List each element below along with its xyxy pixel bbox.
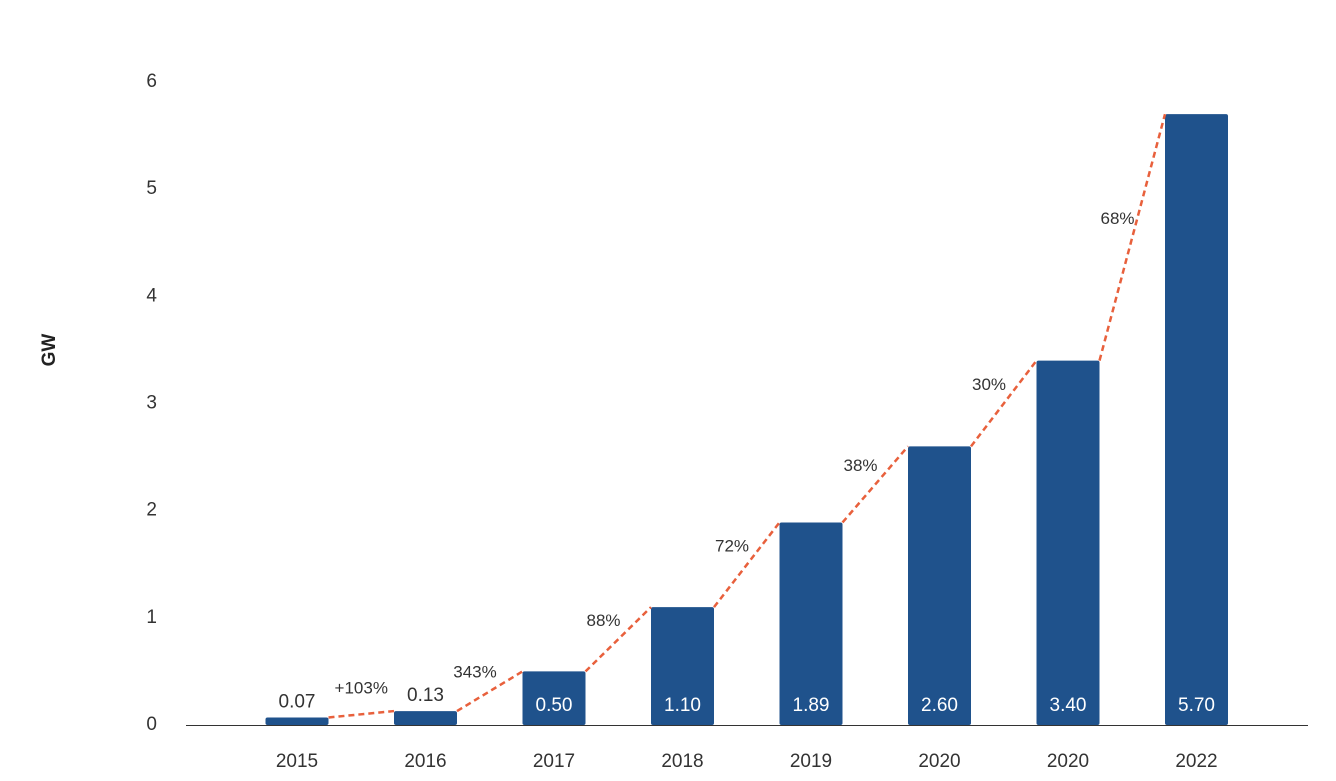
y-tick-label: 2 — [146, 500, 157, 521]
bar — [1165, 114, 1228, 725]
value-labels: 0.07 0.13 0.50 1.10 1.89 2.60 3.40 5.70 — [279, 685, 1215, 716]
bar — [394, 711, 457, 725]
value-label: 0.13 — [407, 685, 444, 706]
value-label: 0.50 — [536, 695, 573, 716]
value-label: 1.10 — [664, 695, 701, 716]
growth-line-segment — [1098, 113, 1167, 361]
growth-label: 68% — [1100, 209, 1134, 228]
x-axis-ticks: 2015 2016 2017 2018 2019 2020 2020 2022 — [276, 751, 1218, 772]
y-tick-label: 1 — [146, 607, 157, 628]
value-label: 3.40 — [1050, 695, 1087, 716]
growth-label: 38% — [843, 456, 877, 475]
value-label: 0.07 — [279, 692, 316, 713]
x-tick-label: 2022 — [1175, 751, 1217, 772]
y-tick-label: 6 — [146, 71, 157, 92]
value-label: 1.89 — [793, 695, 830, 716]
y-tick-label: 4 — [146, 285, 157, 306]
y-axis-title-group: GW — [39, 334, 60, 367]
growth-label: +103% — [335, 679, 388, 698]
x-tick-label: 2018 — [661, 751, 703, 772]
bar — [522, 671, 586, 725]
growth-label: 30% — [972, 375, 1006, 394]
x-tick-label: 2017 — [533, 751, 575, 772]
growth-line-segment — [584, 606, 652, 673]
y-tick-label: 5 — [146, 178, 157, 199]
growth-line-segment — [328, 709, 395, 719]
value-label: 5.70 — [1178, 695, 1215, 716]
growth-line-segment — [456, 670, 524, 713]
value-label: 2.60 — [921, 695, 958, 716]
growth-line-segment — [841, 445, 909, 524]
growth-line — [328, 113, 1167, 719]
bar — [779, 522, 843, 725]
growth-label: 72% — [715, 536, 749, 555]
growth-label: 88% — [586, 611, 620, 630]
bars — [265, 114, 1228, 725]
x-tick-label: 2015 — [276, 751, 318, 772]
x-tick-label: 2020 — [1047, 751, 1089, 772]
y-axis-title: GW — [39, 334, 60, 367]
y-tick-label: 0 — [146, 714, 157, 735]
bar — [1036, 360, 1100, 725]
x-tick-label: 2020 — [918, 751, 960, 772]
y-tick-label: 3 — [146, 393, 157, 414]
bar — [908, 446, 971, 725]
x-tick-label: 2019 — [790, 751, 832, 772]
bar — [651, 607, 714, 725]
growth-line-segment — [713, 521, 781, 608]
bar — [265, 717, 329, 725]
y-axis-ticks: 0 1 2 3 4 5 6 — [146, 71, 157, 735]
growth-labels: +103% 343% 88% 72% 38% 30% 68% — [335, 209, 1135, 698]
growth-line-segment — [970, 359, 1038, 448]
growth-label: 343% — [453, 663, 496, 682]
x-tick-label: 2016 — [404, 751, 446, 772]
